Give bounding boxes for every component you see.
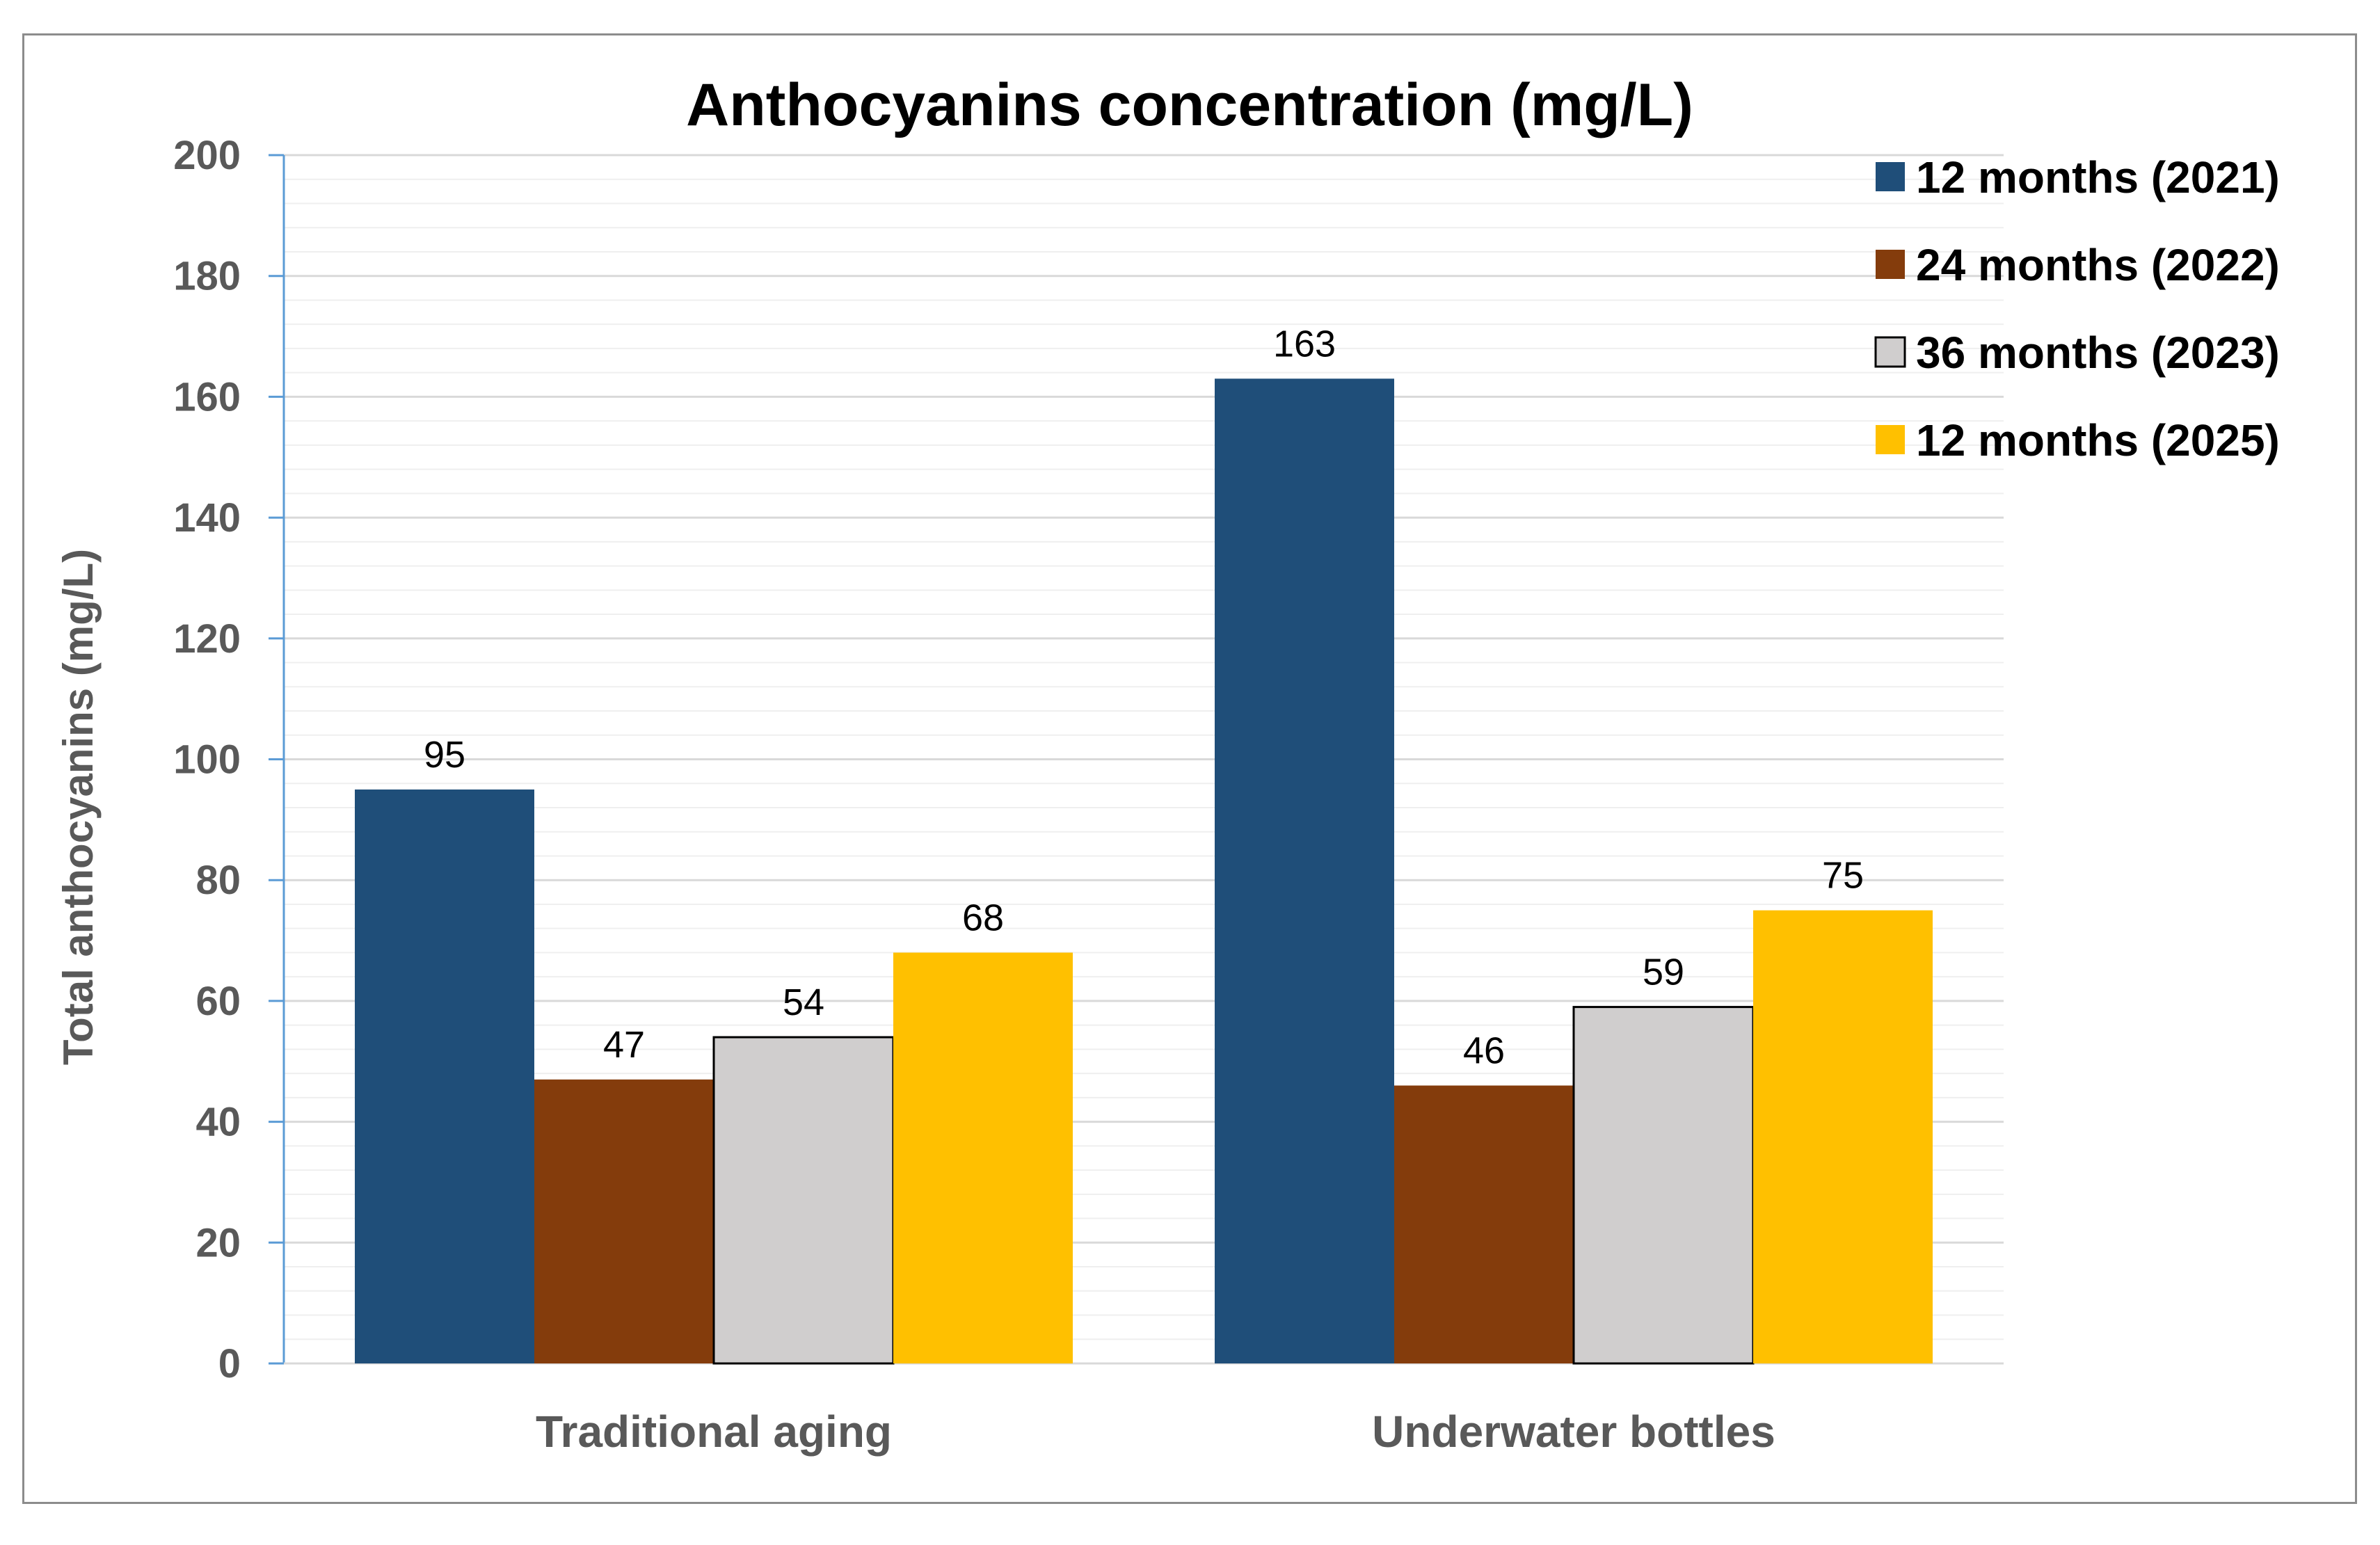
data-label: 46	[1463, 1030, 1505, 1071]
legend-swatch	[1874, 336, 1906, 368]
y-tick-label: 40	[195, 1100, 241, 1145]
bar-36-months-2023--underwater-bottles	[1572, 1006, 1755, 1365]
chart-title: Anthocyanins concentration (mg/L)	[686, 72, 1693, 138]
y-tick-label: 80	[195, 858, 241, 903]
bar-12-months-2021--traditional-aging	[355, 789, 534, 1363]
y-tick-label: 60	[195, 979, 241, 1024]
legend-swatch	[1876, 250, 1905, 279]
legend-swatch	[1876, 162, 1905, 191]
x-category-label: Traditional aging	[536, 1407, 892, 1457]
y-tick-labels: 0 20 40 60 80 100 120 140 160 180 200	[173, 133, 241, 1386]
y-tick-label: 0	[218, 1341, 241, 1386]
bar-12-months-2025--underwater-bottles	[1753, 910, 1933, 1363]
data-labels: 95 47 54 68 163 46 59 75	[424, 323, 1864, 1071]
x-category-labels: Traditional aging Underwater bottles	[536, 1407, 1775, 1457]
data-label: 59	[1643, 952, 1684, 993]
x-category-label: Underwater bottles	[1372, 1407, 1775, 1457]
bar-24-months-2022--underwater-bottles	[1394, 1085, 1574, 1363]
data-label: 54	[783, 982, 824, 1023]
data-label: 95	[424, 734, 465, 776]
y-tick-label: 160	[173, 374, 241, 419]
data-label: 75	[1822, 855, 1864, 897]
y-tick-label: 100	[173, 737, 241, 783]
bar-24-months-2022--traditional-aging	[534, 1079, 714, 1363]
bar-12-months-2021--underwater-bottles	[1215, 378, 1394, 1363]
legend: 12 months (2021) 24 months (2022) 36 month…	[1874, 152, 2280, 465]
bar-12-months-2025--traditional-aging	[893, 952, 1073, 1363]
y-tick-label: 120	[173, 616, 241, 662]
legend-label: 24 months (2022)	[1916, 240, 2280, 290]
y-tick-label: 140	[173, 495, 241, 541]
data-label: 47	[603, 1024, 645, 1066]
y-axis-label: Total anthocyanins (mg/L)	[55, 549, 102, 1065]
y-tick-label: 20	[195, 1220, 241, 1265]
legend-swatch	[1876, 425, 1905, 454]
legend-label: 12 months (2025)	[1916, 415, 2280, 465]
data-label: 163	[1273, 323, 1336, 365]
bars	[355, 378, 1933, 1365]
legend-label: 36 months (2023)	[1916, 328, 2280, 378]
y-tick-label: 200	[173, 133, 241, 178]
y-tick-label: 180	[173, 254, 241, 299]
data-label: 68	[962, 897, 1004, 938]
bar-36-months-2023--traditional-aging	[712, 1036, 895, 1365]
legend-label: 12 months (2021)	[1916, 152, 2280, 202]
